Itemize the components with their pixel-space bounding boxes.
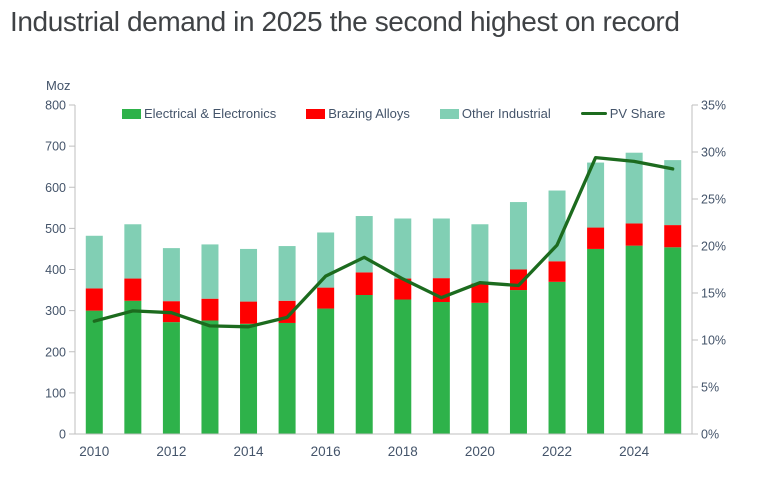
bar-segment [317, 232, 335, 288]
left-axis-unit-label: Moz [46, 78, 71, 93]
x-axis-tick-label: 2016 [311, 444, 341, 459]
left-axis-tick-label: 600 [45, 181, 66, 195]
bar-segment [509, 202, 527, 270]
x-axis-tick-label: 2020 [465, 444, 495, 459]
bar-segment [471, 283, 489, 303]
bar-segment [587, 248, 605, 434]
legend-item-pv-share: PV Share [580, 106, 666, 121]
bar-segment [432, 218, 450, 279]
bar-segment [664, 247, 682, 434]
legend-item-electrical: Electrical & Electronics [122, 106, 276, 121]
bar-segment [317, 308, 335, 434]
bar-segment [162, 248, 180, 302]
legend-label-brazing: Brazing Alloys [328, 106, 410, 121]
bar-segment [471, 302, 489, 434]
left-axis-tick-label: 500 [45, 222, 66, 236]
bar-segment [85, 288, 103, 311]
bar-segment [355, 216, 373, 273]
bar-segment [240, 248, 258, 302]
left-axis-tick-label: 0 [59, 428, 66, 442]
bar-segment [201, 320, 219, 434]
bar-segment [664, 160, 682, 226]
bar-segment [394, 299, 412, 434]
axes-layer [69, 104, 698, 435]
bar-segment [124, 278, 142, 301]
x-axis-tick-label: 2018 [388, 444, 418, 459]
bar-segment [355, 294, 373, 434]
bar-segment [587, 162, 605, 228]
right-axis-tick-label: 20% [701, 240, 726, 254]
bar-segment [124, 300, 142, 434]
bar-segment [625, 245, 643, 434]
bar-segment [394, 218, 412, 279]
bar-segment [587, 227, 605, 249]
bar-segment [278, 246, 296, 301]
left-axis-tick-label: 800 [45, 99, 66, 113]
right-axis-tick-label: 10% [701, 334, 726, 348]
electrical-swatch-icon [122, 108, 141, 119]
bars-layer [85, 152, 682, 434]
bar-segment [240, 323, 258, 434]
right-axis-tick-label: 25% [701, 193, 726, 207]
legend-label-pv-share: PV Share [609, 106, 666, 121]
x-axis-tick-label: 2024 [619, 444, 650, 459]
right-axis-tick-label: 35% [701, 99, 726, 113]
left-axis-tick-label: 700 [45, 140, 66, 154]
bar-segment [664, 225, 682, 248]
left-axis-tick-label: 300 [45, 304, 66, 318]
bar-segment [162, 322, 180, 434]
left-axis-tick-label: 200 [45, 345, 66, 359]
left-axis-tick-label: 400 [45, 263, 66, 277]
other-swatch-icon [439, 108, 459, 119]
right-axis-tick-label: 5% [701, 381, 719, 395]
bar-segment [548, 190, 566, 262]
bar-segment [471, 224, 489, 284]
right-axis-tick-label: 15% [701, 287, 726, 301]
x-axis-tick-label: 2014 [234, 444, 265, 459]
right-axis-tick-label: 30% [701, 146, 726, 160]
industrial-demand-chart: Moz 0 100 200 300 400 500 600 700 800 0% 5% 10% 15% 2… [45, 78, 726, 460]
bar-segment [85, 310, 103, 434]
bar-segment [201, 298, 219, 321]
bar-segment [201, 244, 219, 299]
x-axis-tick-label: 2022 [542, 444, 572, 459]
axis-labels-layer: 0 100 200 300 400 500 600 700 800 0% 5% 10% 15% 20% 25… [45, 99, 726, 460]
legend-item-brazing: Brazing Alloys [306, 106, 410, 121]
bar-segment [625, 152, 643, 224]
chart-legend: Electrical & Electronics Brazing Alloys … [122, 106, 665, 121]
bar-segment [317, 287, 335, 309]
pv-share-line-layer [92, 155, 675, 329]
legend-label-electrical: Electrical & Electronics [144, 106, 277, 121]
bar-segment [394, 278, 412, 300]
right-axis-tick-label: 0% [701, 428, 719, 442]
bar-segment [278, 322, 296, 434]
brazing-swatch-icon [306, 108, 326, 119]
legend-label-other: Other Industrial [461, 106, 551, 121]
bar-segment [548, 281, 566, 434]
bar-segment [124, 224, 142, 279]
bar-segment [355, 272, 373, 295]
x-axis-tick-label: 2012 [156, 444, 186, 459]
pv-share-line [92, 155, 675, 329]
legend-item-other: Other Industrial [439, 106, 551, 121]
bar-segment [548, 261, 566, 282]
bar-segment [509, 290, 527, 434]
bar-segment [625, 223, 643, 246]
x-axis-tick-label: 2010 [79, 444, 109, 459]
bar-segment [85, 235, 103, 289]
page-title: Industrial demand in 2025 the second hig… [10, 6, 680, 37]
bar-segment [432, 301, 450, 434]
bar-segment [240, 301, 258, 324]
left-axis-tick-label: 100 [45, 386, 66, 400]
pv-share-line-icon [580, 111, 607, 116]
